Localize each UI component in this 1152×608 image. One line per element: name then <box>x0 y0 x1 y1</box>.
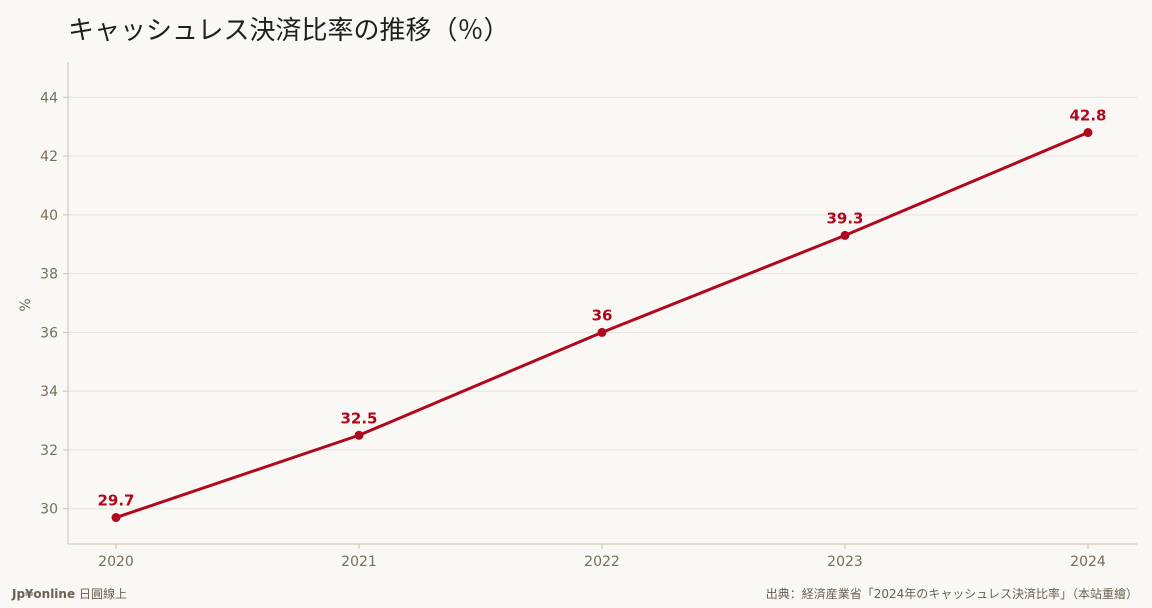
data-point <box>111 513 121 523</box>
brand-name: Jp¥online <box>12 587 76 601</box>
data-point <box>597 327 607 337</box>
grid-lines <box>68 96 1137 510</box>
data-point <box>354 430 364 440</box>
x-tick-label: 2024 <box>1070 554 1106 570</box>
data-label: 32.5 <box>340 409 377 427</box>
y-tick-label: 40 <box>40 208 58 224</box>
x-tick-label: 2022 <box>584 554 620 570</box>
x-tick-label: 2023 <box>827 554 863 570</box>
footer-brand: Jp¥online 日圓線上 <box>12 585 127 602</box>
data-label: 39.3 <box>826 209 863 227</box>
y-tick-label: 44 <box>40 90 58 106</box>
x-tick-label: 2021 <box>341 554 377 570</box>
brand-suffix: 日圓線上 <box>78 587 127 601</box>
source-note: 出典：経済産業省「2024年のキャッシュレス決済比率」（本站重繪） <box>765 587 1138 601</box>
y-tick-label: 38 <box>40 267 58 283</box>
y-tick-label: 36 <box>40 325 58 341</box>
y-tick-label: 34 <box>40 384 58 400</box>
data-point <box>1083 128 1093 138</box>
y-tick-label: 30 <box>40 502 58 518</box>
data-label: 29.7 <box>97 492 134 510</box>
data-label: 36 <box>592 306 613 324</box>
x-tick-label: 2020 <box>98 554 134 570</box>
axes: 30 32 34 36 38 40 42 44 2020 2021 2022 2023 2024% <box>18 62 1137 570</box>
data-point <box>840 230 850 240</box>
y-axis-label: % <box>18 298 34 311</box>
data-labels: 29.7 32.5 36 39.3 42.8 <box>97 107 1106 510</box>
series <box>111 128 1093 523</box>
data-label: 42.8 <box>1069 107 1106 125</box>
series-line <box>115 131 1089 519</box>
y-tick-label: 42 <box>40 149 58 165</box>
y-tick-label: 32 <box>40 443 58 459</box>
chart-title: キャッシュレス決済比率の推移（％） <box>68 16 510 46</box>
